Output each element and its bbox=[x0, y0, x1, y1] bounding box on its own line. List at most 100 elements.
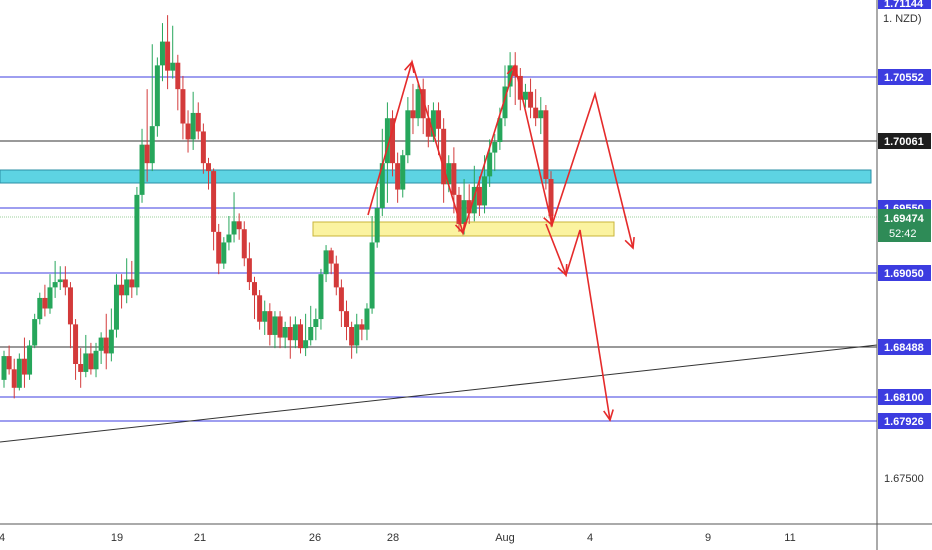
candle bbox=[190, 91, 196, 150]
candle-body bbox=[461, 200, 467, 224]
candle bbox=[88, 342, 94, 375]
candle-body bbox=[379, 163, 385, 209]
candle-body bbox=[78, 364, 84, 372]
candle-body bbox=[441, 128, 447, 185]
candle bbox=[251, 276, 257, 320]
top-price-label: 1.71144 bbox=[884, 0, 924, 10]
candle bbox=[323, 245, 329, 283]
candle-body bbox=[170, 62, 176, 71]
price-label-1.68488: 1.68488 bbox=[884, 342, 924, 354]
candle bbox=[507, 52, 513, 98]
candle bbox=[400, 149, 406, 198]
candle-body bbox=[52, 282, 58, 288]
candle-body bbox=[369, 242, 375, 309]
candle-body bbox=[6, 356, 12, 370]
candle bbox=[384, 102, 390, 203]
candle bbox=[318, 268, 324, 330]
candle-body bbox=[129, 279, 135, 288]
candle bbox=[272, 311, 278, 349]
candle-body bbox=[83, 353, 89, 372]
price-tick-1.67500: 1.67500 bbox=[884, 473, 924, 485]
arrowhead-mid bbox=[557, 263, 568, 277]
candle-body bbox=[384, 118, 390, 164]
time-axis: 4 19 21 26 28 Aug 4 9 11 bbox=[0, 523, 932, 544]
candle-body bbox=[282, 327, 288, 338]
candle-body bbox=[180, 89, 186, 124]
candle bbox=[328, 247, 334, 275]
candle-body bbox=[487, 152, 493, 177]
drawings-layer bbox=[367, 59, 635, 422]
candle bbox=[185, 110, 191, 153]
candle-body bbox=[205, 163, 211, 172]
candle-body bbox=[57, 279, 63, 283]
candle bbox=[221, 237, 227, 269]
candle-body bbox=[298, 324, 304, 349]
candle-body bbox=[251, 282, 257, 296]
candle bbox=[466, 184, 472, 224]
candle-body bbox=[354, 324, 360, 346]
candle bbox=[1, 350, 7, 388]
candle bbox=[410, 83, 416, 135]
time-tick: 28 bbox=[387, 532, 399, 544]
candle bbox=[374, 186, 380, 248]
candle-body bbox=[159, 41, 165, 66]
candle bbox=[73, 319, 79, 380]
candle-body bbox=[21, 358, 27, 375]
candle bbox=[216, 223, 222, 275]
candle-body bbox=[216, 231, 222, 264]
candle bbox=[103, 313, 109, 370]
candle bbox=[175, 54, 181, 111]
candle bbox=[37, 292, 43, 325]
candle-body bbox=[62, 279, 68, 288]
symbol-label: 1. NZD) bbox=[883, 13, 922, 25]
candle bbox=[267, 303, 273, 346]
candle-body bbox=[338, 287, 344, 312]
candle-body bbox=[543, 110, 549, 180]
candle bbox=[241, 221, 247, 267]
candle bbox=[170, 25, 176, 79]
price-label-1.69050-bg bbox=[878, 265, 931, 281]
candle bbox=[42, 284, 48, 317]
candle bbox=[390, 110, 396, 177]
candle-body bbox=[124, 279, 130, 296]
time-tick: 4 bbox=[0, 532, 5, 544]
time-tick: 9 bbox=[705, 532, 711, 544]
arrowhead-bottom bbox=[603, 409, 614, 422]
candle-body bbox=[466, 200, 472, 214]
top-price-label-bg bbox=[878, 0, 931, 9]
candle bbox=[246, 242, 252, 291]
candle-body bbox=[257, 295, 263, 322]
candle-body bbox=[98, 337, 104, 351]
candle bbox=[134, 186, 140, 296]
candle-body bbox=[476, 186, 482, 206]
candle-body bbox=[410, 110, 416, 119]
candle-body bbox=[471, 186, 477, 214]
candle-body bbox=[32, 319, 38, 346]
candle bbox=[149, 44, 155, 172]
current-price-text: 1.69474 bbox=[884, 213, 925, 225]
candle-body bbox=[420, 89, 426, 119]
candle bbox=[124, 258, 130, 304]
candle bbox=[492, 134, 498, 172]
candle bbox=[154, 57, 160, 137]
candle-body bbox=[446, 163, 452, 185]
candle bbox=[287, 316, 293, 359]
candle bbox=[129, 260, 135, 298]
current-price-box bbox=[878, 209, 931, 242]
candle bbox=[47, 274, 53, 314]
candle-body bbox=[323, 250, 329, 275]
price-label-1.70061: 1.70061 bbox=[884, 136, 924, 148]
candle bbox=[113, 274, 119, 338]
candle-body bbox=[405, 110, 411, 156]
candle bbox=[512, 52, 518, 106]
price-label-1.70552: 1.70552 bbox=[884, 72, 924, 84]
candle-body bbox=[134, 194, 140, 288]
price-label-1.67926-bg bbox=[878, 413, 931, 429]
candle bbox=[436, 102, 442, 156]
candle bbox=[262, 300, 268, 335]
candle-body bbox=[190, 112, 196, 140]
candle-body bbox=[42, 297, 48, 309]
candle bbox=[333, 255, 339, 296]
candle-body bbox=[528, 91, 534, 108]
